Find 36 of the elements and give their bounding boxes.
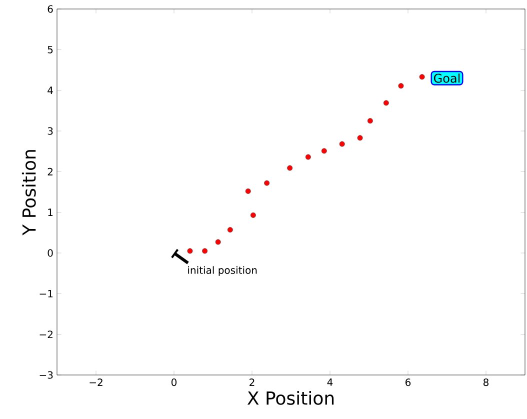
point [227,227,233,233]
y-tick-label: −1 [40,290,53,298]
point [305,154,311,160]
y-tick-label: 5 [48,46,53,54]
point [398,83,404,89]
y-tick-label: 3 [48,127,53,135]
x-tick-label: 0 [171,378,177,386]
point [215,239,221,245]
y-tick-label: −2 [40,330,52,338]
point [287,165,293,171]
point [321,148,327,154]
point [250,212,256,218]
x-tick-label: 8 [483,378,488,386]
y-tick-label: 2 [48,168,52,176]
point [339,141,345,147]
point [419,74,425,80]
point [367,118,373,124]
x-tick-label: 4 [327,378,333,386]
y-tick-label: 1 [48,208,53,216]
y-tick-label: −3 [40,371,53,379]
point [383,100,389,106]
x-tick-label: −2 [90,378,102,386]
point [187,248,193,254]
annotation: initial position [188,266,257,276]
point [357,135,363,141]
point [245,188,251,194]
annotation: Goal [434,73,460,83]
y-tick-label: 4 [48,86,53,94]
x-tick-label: 2 [250,378,254,386]
x-tick-label: 6 [406,378,411,386]
y-tick-label: 6 [48,5,53,13]
y-tick-label: 0 [48,249,53,257]
x-axis-title: X Position [247,390,334,405]
point [264,180,270,186]
point [202,248,208,254]
y-axis-title: Y Position [22,150,36,236]
